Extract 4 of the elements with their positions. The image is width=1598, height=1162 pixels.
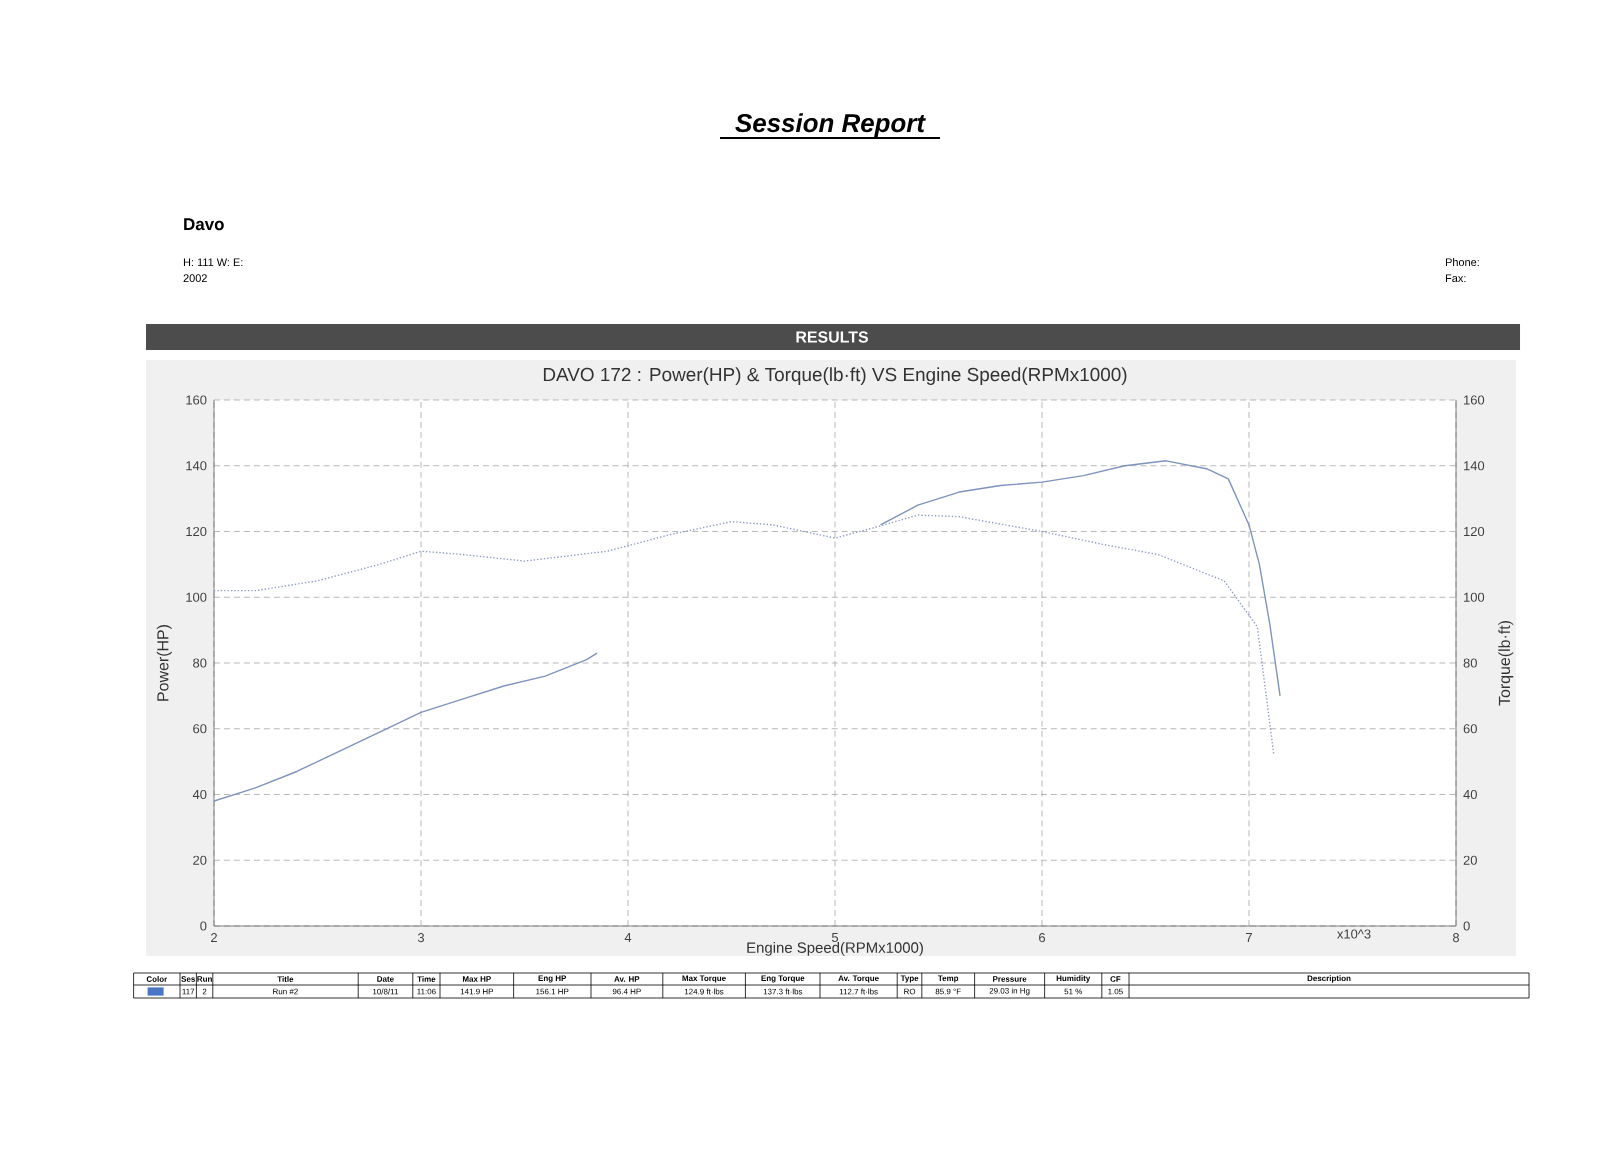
line-series [214,514,1275,756]
text: Session Report [735,113,926,138]
chart-title: DAVO 172 : Power(HP) & Torque(lb·ft) VS Engine Speed(RPMx1000) [543,367,1127,385]
text: Davo [184,218,224,231]
